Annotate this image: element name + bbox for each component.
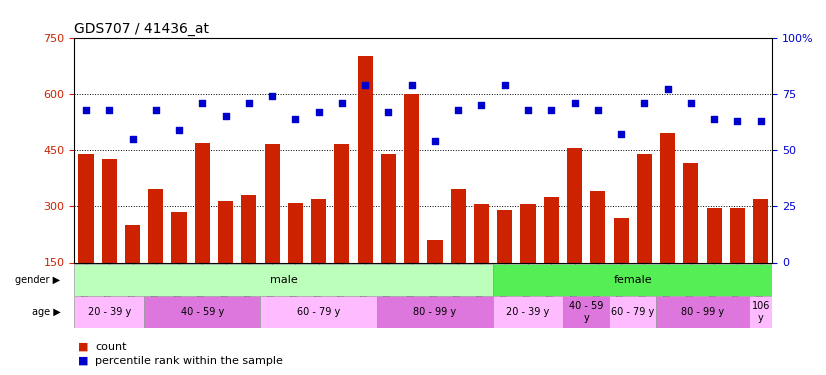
Bar	[637, 154, 652, 262]
Point	[731, 118, 744, 124]
Text: 60 - 79 y: 60 - 79 y	[611, 307, 654, 317]
Point	[615, 131, 628, 137]
Point	[150, 106, 163, 112]
Point	[591, 106, 605, 112]
Bar	[148, 189, 164, 262]
Bar	[335, 144, 349, 262]
Text: percentile rank within the sample: percentile rank within the sample	[95, 356, 282, 366]
Bar	[563, 296, 610, 328]
Bar	[102, 159, 116, 262]
Bar	[753, 199, 768, 262]
Bar	[377, 296, 493, 328]
Text: gender ▶: gender ▶	[15, 275, 60, 285]
Point	[521, 106, 534, 112]
Point	[429, 138, 442, 144]
Text: ■: ■	[78, 356, 89, 366]
Point	[754, 118, 767, 124]
Text: male: male	[270, 275, 297, 285]
Point	[219, 113, 232, 119]
Bar	[493, 296, 563, 328]
Point	[196, 100, 209, 106]
Point	[708, 116, 721, 122]
Point	[498, 82, 511, 88]
Bar	[172, 212, 187, 262]
Point	[684, 100, 697, 106]
Point	[79, 106, 93, 112]
Point	[638, 100, 651, 106]
Text: 80 - 99 y: 80 - 99 y	[681, 307, 724, 317]
Text: GDS707 / 41436_at: GDS707 / 41436_at	[74, 22, 209, 36]
Bar	[125, 225, 140, 262]
Point	[544, 106, 558, 112]
Bar	[260, 296, 377, 328]
Point	[568, 100, 582, 106]
Point	[335, 100, 349, 106]
Text: 20 - 39 y: 20 - 39 y	[506, 307, 549, 317]
Point	[102, 106, 116, 112]
Bar	[683, 163, 699, 262]
Point	[358, 82, 372, 88]
Bar	[474, 204, 489, 262]
Point	[661, 86, 674, 92]
Text: 106
y: 106 y	[752, 302, 770, 323]
Bar	[404, 94, 420, 262]
Point	[242, 100, 255, 106]
Text: age ▶: age ▶	[31, 307, 60, 317]
Bar	[656, 296, 749, 328]
Bar	[706, 208, 722, 262]
Bar	[381, 154, 396, 262]
Bar	[610, 296, 656, 328]
Bar	[358, 56, 373, 262]
Bar	[451, 189, 466, 262]
Bar	[74, 296, 145, 328]
Bar	[74, 264, 493, 296]
Text: 40 - 59 y: 40 - 59 y	[181, 307, 224, 317]
Bar	[241, 195, 256, 262]
Bar	[520, 204, 535, 262]
Bar	[145, 296, 260, 328]
Point	[173, 127, 186, 133]
Bar	[78, 154, 93, 262]
Text: female: female	[614, 275, 652, 285]
Bar	[749, 296, 772, 328]
Bar	[660, 133, 675, 262]
Bar	[218, 201, 233, 262]
Bar	[544, 197, 559, 262]
Bar	[730, 208, 745, 262]
Bar	[264, 144, 280, 262]
Point	[382, 109, 395, 115]
Point	[405, 82, 418, 88]
Point	[312, 109, 325, 115]
Bar	[195, 142, 210, 262]
Bar	[497, 210, 512, 262]
Bar	[591, 191, 605, 262]
Text: 60 - 79 y: 60 - 79 y	[297, 307, 340, 317]
Bar	[427, 240, 443, 262]
Text: 40 - 59
y: 40 - 59 y	[569, 302, 603, 323]
Bar	[567, 148, 582, 262]
Text: 20 - 39 y: 20 - 39 y	[88, 307, 131, 317]
Bar	[493, 264, 772, 296]
Point	[289, 116, 302, 122]
Bar	[287, 202, 303, 262]
Point	[126, 136, 139, 142]
Point	[452, 106, 465, 112]
Text: count: count	[95, 342, 126, 352]
Text: 80 - 99 y: 80 - 99 y	[413, 307, 457, 317]
Bar	[614, 217, 629, 262]
Point	[265, 93, 278, 99]
Point	[475, 102, 488, 108]
Text: ■: ■	[78, 342, 89, 352]
Bar	[311, 199, 326, 262]
